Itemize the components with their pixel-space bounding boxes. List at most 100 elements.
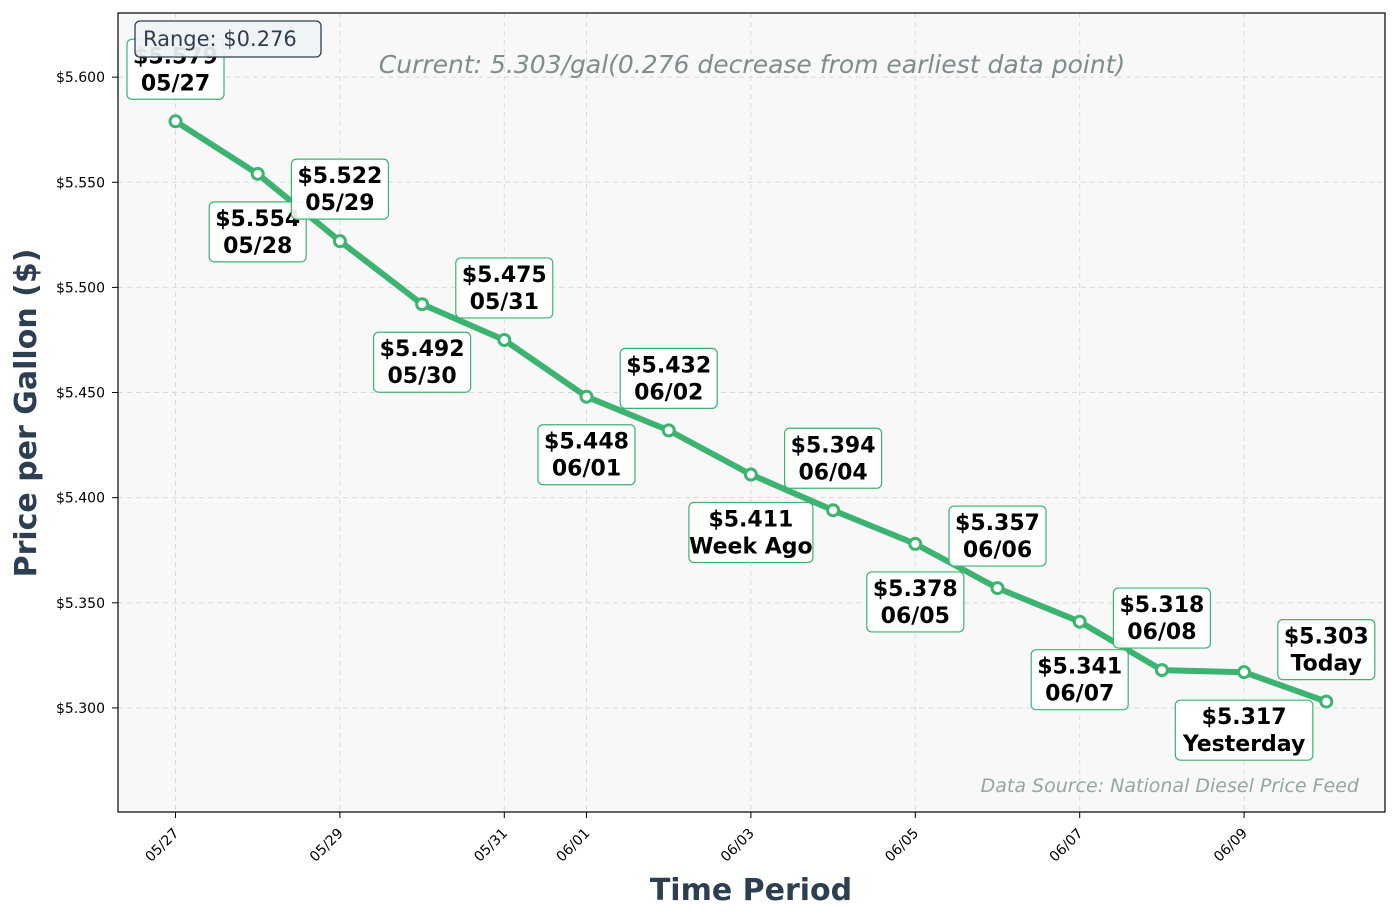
data-point [743, 467, 758, 482]
range-badge-box [134, 20, 322, 58]
point-label-price: $5.394 [791, 433, 876, 458]
point-label-box [1174, 699, 1314, 761]
point-label-price: $5.317 [1202, 705, 1287, 730]
data-point [1237, 665, 1252, 680]
data-point [579, 389, 594, 404]
point-label-box [619, 347, 718, 409]
range-badge-text: Range: $0.276 [143, 27, 297, 51]
x-tick-label: 05/27 [142, 826, 182, 866]
point-label-price: $5.522 [297, 164, 382, 189]
point-label-box [1277, 619, 1376, 681]
data-point [250, 166, 265, 181]
point-label-tag: 05/27 [141, 71, 210, 96]
point-label-box [1112, 587, 1212, 649]
y-tick-label: $5.550 [56, 175, 105, 191]
y-tick-label: $5.450 [56, 386, 105, 402]
point-label-tag: 06/08 [1127, 620, 1196, 645]
x-tick-label: 06/07 [1047, 826, 1087, 866]
y-tick-label: $5.400 [56, 491, 105, 507]
y-axis-title: Price per Gallon ($) [9, 249, 44, 578]
y-tick-label: $5.300 [56, 701, 105, 717]
plot-frame [117, 12, 1386, 813]
data-point [497, 332, 512, 347]
point-label-box [1030, 649, 1129, 711]
point-label-price: $5.475 [462, 263, 547, 288]
point-label-price: $5.492 [380, 337, 465, 362]
data-point [826, 503, 841, 518]
point-label-price: $5.303 [1284, 625, 1369, 650]
point-label-price: $5.341 [1037, 655, 1122, 680]
point-label-box [208, 201, 307, 263]
point-label-tag: 06/02 [634, 380, 703, 405]
point-label-tag: 06/04 [798, 460, 867, 485]
plot-area [118, 13, 1385, 812]
point-label-tag: 06/01 [552, 457, 621, 482]
x-tick-label: 06/09 [1211, 826, 1251, 866]
point-label-box [290, 158, 389, 220]
point-label-tag: Today [1291, 652, 1362, 677]
data-point [168, 114, 183, 129]
point-label-price: $5.448 [544, 430, 629, 455]
point-label-price: $5.318 [1119, 593, 1204, 618]
point-label-box [866, 571, 965, 633]
data-point [990, 581, 1005, 596]
point-label-price: $5.357 [955, 511, 1040, 536]
point-label-tag: 05/31 [470, 290, 539, 315]
data-point [415, 297, 430, 312]
point-label-tag: 06/05 [881, 604, 950, 629]
x-tick-label: 05/29 [307, 826, 347, 866]
y-axis-ticks: $5.300 $5.350 $5.400 $5.450 $5.500 $5.550 $5.6… [56, 70, 118, 717]
range-badge: Range: $0.276 [134, 20, 322, 58]
point-label-price: $5.411 [708, 508, 793, 533]
point-label-box [783, 427, 883, 489]
x-tick-label: 06/01 [553, 826, 593, 866]
point-label-box [688, 501, 814, 564]
point-label-tag: Yesterday [1182, 732, 1305, 757]
data-point [332, 234, 347, 249]
point-label-box [537, 424, 636, 486]
point-label-price: $5.378 [873, 577, 958, 602]
y-tick-label: $5.350 [56, 596, 105, 612]
data-point [661, 423, 676, 438]
data-point [1072, 614, 1087, 629]
point-label-box [455, 257, 554, 319]
data-point [908, 536, 923, 551]
point-label-box [373, 331, 472, 393]
point-labels: $5.57905/27$5.55405/28$5.52205/29$5.4920… [126, 38, 1376, 761]
x-tick-label: 06/05 [882, 826, 922, 866]
x-axis-title: Time Period [650, 873, 852, 908]
point-label-tag: 06/06 [963, 538, 1032, 563]
x-tick-label: 06/03 [718, 826, 758, 866]
point-label-price: $5.554 [215, 207, 300, 232]
data-points [168, 114, 1334, 709]
data-source-note: Data Source: National Diesel Price Feed [981, 775, 1360, 797]
y-tick-label: $5.500 [56, 280, 105, 296]
current-price-note: Current: 5.303/gal(0.276 decrease from e… [379, 50, 1125, 79]
point-label-price: $5.432 [626, 353, 711, 378]
data-point [1154, 663, 1169, 678]
point-label-tag: 06/07 [1045, 682, 1114, 707]
point-label-tag: 05/30 [387, 364, 456, 389]
point-label-tag: 05/29 [305, 191, 374, 216]
point-label-tag: 05/28 [223, 234, 292, 259]
x-axis-ticks: 05/27 05/29 05/31 06/01 06/03 06/05 06/07 06/09 [142, 812, 1251, 866]
x-tick-label: 05/31 [471, 826, 511, 866]
data-point [1319, 694, 1334, 709]
point-label-tag: Week Ago [689, 535, 813, 560]
point-label-box [948, 505, 1047, 567]
